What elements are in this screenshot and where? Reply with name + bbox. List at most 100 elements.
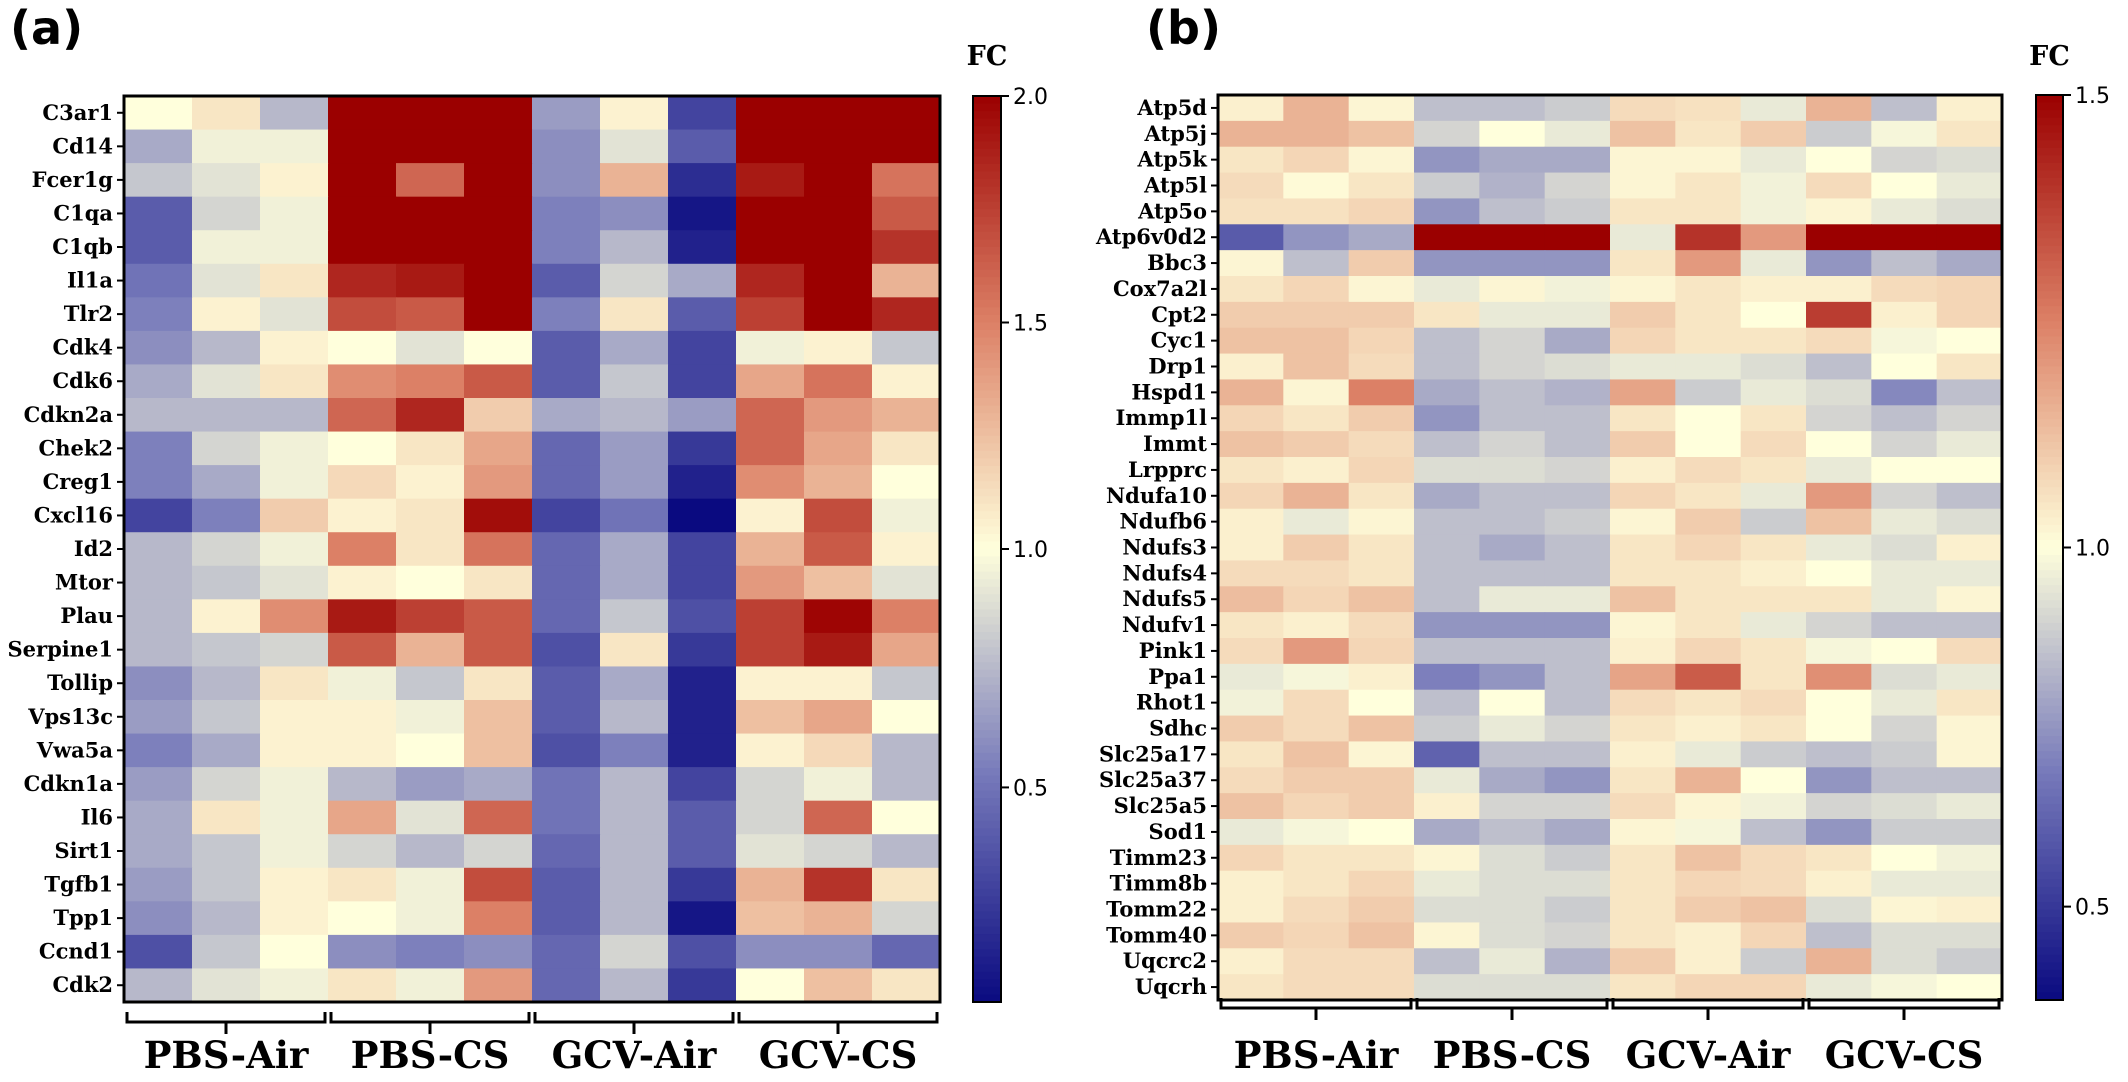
colorbar-tick-label: 1.5	[1013, 312, 1048, 337]
colorbar-segment	[973, 382, 1001, 392]
heatmap-cell	[1283, 922, 1350, 949]
colorbar-segment	[973, 549, 1001, 558]
row-label: Cpt2	[1151, 302, 1207, 327]
heatmap-cell	[668, 431, 737, 466]
colorbar-segment	[2036, 992, 2063, 1001]
heatmap-cell	[1610, 379, 1676, 406]
row-label: Uqcrh	[1135, 974, 1207, 999]
heatmap-cell	[1348, 146, 1415, 174]
row-label: Ndufb6	[1120, 509, 1207, 534]
heatmap-cell	[1675, 224, 1742, 251]
colorbar-segment	[2036, 449, 2063, 458]
heatmap-cell	[1283, 353, 1350, 381]
colorbar-segment	[2036, 457, 2063, 466]
heatmap-cell	[1283, 767, 1350, 794]
heatmap-cell	[872, 800, 941, 835]
row-label: Ndufs3	[1122, 535, 1207, 560]
heatmap-cell	[1348, 353, 1415, 381]
row-label: Cdk2	[52, 972, 113, 997]
heatmap-cell	[532, 934, 601, 970]
heatmap-cell	[1740, 922, 1807, 949]
heatmap-cell	[1414, 638, 1480, 665]
heatmap-cell	[1871, 250, 1938, 277]
row-label: C3ar1	[42, 100, 113, 125]
heatmap-cell	[464, 297, 533, 332]
colorbar-segment	[973, 571, 1001, 580]
colorbar-segment	[2036, 223, 2063, 232]
heatmap-cell	[804, 800, 873, 835]
heatmap-cell	[328, 196, 397, 231]
colorbar-segment	[2036, 411, 2063, 420]
colorbar-segment	[2036, 366, 2063, 375]
colorbar-segment	[973, 186, 1001, 195]
heatmap-cell	[1806, 586, 1872, 613]
heatmap-cell	[804, 968, 873, 1003]
heatmap-cell	[804, 733, 873, 768]
heatmap-cell	[1348, 741, 1415, 768]
heatmap-cell	[1936, 844, 2003, 872]
heatmap-cell	[1544, 508, 1611, 536]
heatmap-cell	[1218, 715, 1284, 743]
heatmap-cell	[1871, 379, 1938, 406]
heatmap-cell	[1218, 508, 1284, 536]
row-label: Mtor	[55, 570, 114, 595]
heatmap-cell	[1740, 612, 1807, 639]
heatmap-cell	[1479, 663, 1546, 691]
heatmap-cell	[1414, 172, 1480, 200]
heatmap-cell	[1806, 638, 1872, 665]
heatmap-cell	[1218, 612, 1284, 639]
heatmap-cell	[1479, 327, 1546, 355]
heatmap-cell	[1740, 327, 1807, 355]
heatmap-cell	[804, 498, 873, 533]
row-label: Atp5k	[1137, 147, 1208, 172]
heatmap-cell	[1348, 379, 1415, 406]
colorbar-segment	[2036, 901, 2063, 911]
heatmap-cell	[192, 968, 261, 1003]
heatmap-cell	[600, 934, 669, 970]
colorbar-segment	[2036, 849, 2063, 858]
colorbar-segment	[2036, 622, 2063, 632]
heatmap-cell	[872, 767, 941, 802]
colorbar-segment	[973, 775, 1001, 784]
heatmap-cell	[872, 465, 941, 500]
heatmap-cell	[1218, 379, 1284, 406]
colorbar-segment	[973, 616, 1001, 626]
heatmap-cell	[1414, 198, 1480, 225]
heatmap-cell	[464, 867, 533, 902]
colorbar-segment	[2036, 585, 2063, 594]
colorbar-segment	[973, 360, 1001, 369]
colorbar-segment	[2036, 660, 2063, 669]
heatmap-cell	[1283, 663, 1350, 691]
heatmap-cell	[532, 800, 601, 835]
row-label: Drp1	[1148, 354, 1207, 379]
heatmap-cell	[396, 632, 465, 668]
group-bracket	[533, 1012, 735, 1034]
row-label: Ccnd1	[39, 939, 113, 964]
heatmap-cell	[1936, 534, 2003, 562]
heatmap-cell	[464, 196, 533, 231]
colorbar-segment	[973, 405, 1001, 414]
heatmap-cell	[1348, 276, 1415, 303]
colorbar-segment	[2036, 630, 2063, 639]
heatmap-cell	[328, 330, 397, 366]
row-label: Tlr2	[64, 301, 113, 326]
colorbar-segment	[2036, 864, 2063, 873]
heatmap-cell	[1479, 172, 1546, 200]
heatmap-cell	[1806, 663, 1872, 691]
heatmap-cell	[1610, 638, 1676, 665]
heatmap-cell	[124, 767, 193, 802]
heatmap-cell	[260, 532, 329, 567]
heatmap-cell	[192, 196, 261, 231]
heatmap-cell	[532, 196, 601, 231]
colorbar-segment	[2036, 532, 2063, 541]
heatmap-cell	[1218, 870, 1284, 898]
colorbar-segment	[2036, 125, 2063, 134]
heatmap-cell	[1740, 120, 1807, 148]
heatmap-cell	[872, 96, 941, 131]
heatmap-cell	[328, 532, 397, 567]
colorbar-segment	[2036, 381, 2063, 390]
heatmap-cell	[396, 230, 465, 265]
heatmap-cell	[600, 498, 669, 533]
row-label: Cyc1	[1151, 328, 1207, 353]
heatmap-cell	[1806, 922, 1872, 949]
